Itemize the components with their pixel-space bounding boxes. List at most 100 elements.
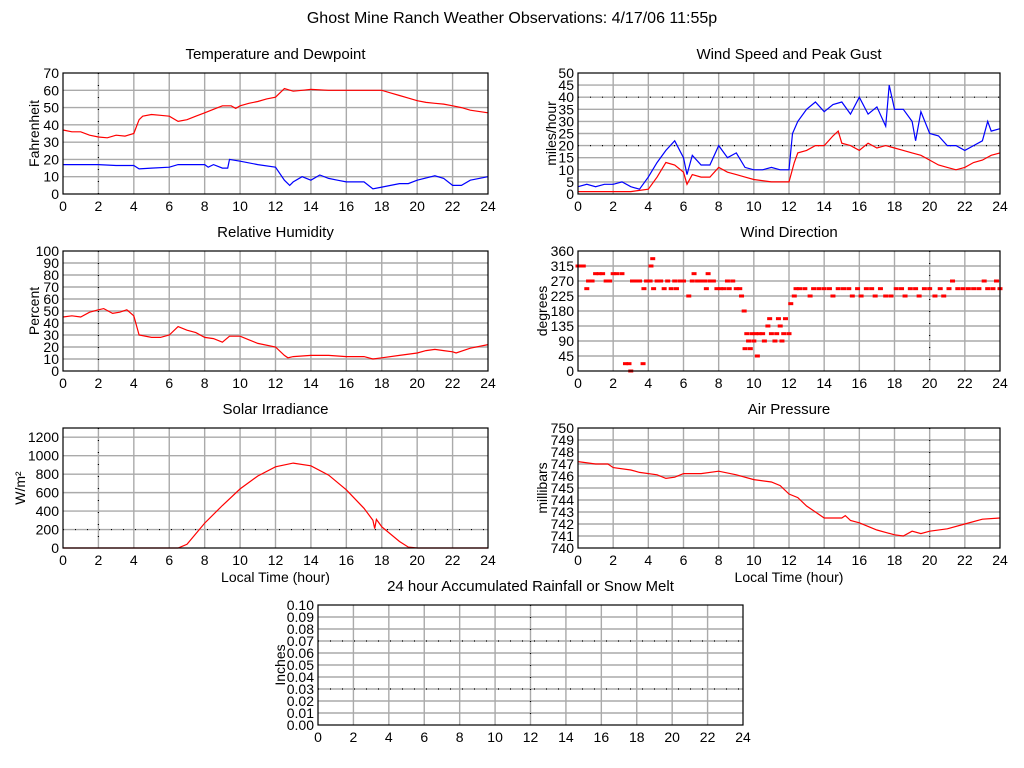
y-tick-label: 800 [36,466,60,482]
solar-chart: 0 2 4 6 8 10 12 14 16 18 20 22 240200400600800100012… [12,401,496,585]
x-tick-label: 14 [816,552,832,568]
data-point [640,362,646,366]
data-point [686,294,692,298]
data-point [610,272,616,276]
y-tick-label: 0.07 [287,633,314,649]
data-point [907,287,913,291]
chart-title: 24 hour Accumulated Rainfall or Snow Mel… [387,578,675,595]
x-tick-label: 24 [480,198,496,214]
chart-title: Wind Direction [740,224,838,241]
x-tick-label: 8 [715,552,723,568]
data-point [661,287,667,291]
x-tick-label: 14 [303,552,319,568]
data-point [826,287,832,291]
x-tick-label: 8 [715,375,723,391]
x-tick-label: 12 [268,375,284,391]
data-point [893,287,899,291]
data-point [644,279,650,283]
data-point [821,287,827,291]
x-tick-label: 12 [781,198,797,214]
data-point [622,362,628,366]
data-point [724,279,730,283]
data-point [786,332,792,336]
y-tick-label: 30 [43,134,59,150]
x-tick-label: 6 [680,375,688,391]
x-tick-label: 2 [350,729,358,745]
x-tick-label: 6 [680,198,688,214]
data-point [586,279,592,283]
y-tick-label: 0.05 [287,657,314,673]
y-tick-label: 744 [551,492,575,508]
data-point [990,287,996,291]
data-point [765,324,771,328]
series-line-temperature [62,87,489,139]
x-tick-label: 22 [445,198,461,214]
y-tick-label: 270 [551,273,575,289]
plot-frame [317,604,744,726]
data-point [835,287,841,291]
data-point [971,287,977,291]
y-tick-label: 5 [566,174,574,190]
data-point [941,294,947,298]
y-tick-label: 745 [551,480,575,496]
y-tick-label: 741 [551,528,575,544]
y-tick-label: 35 [558,101,574,117]
x-tick-label: 16 [339,198,355,214]
y-tick-label: 50 [558,65,574,81]
data-point [921,287,927,291]
data-point [760,332,766,336]
y-tick-label: 100 [36,243,60,259]
x-tick-label: 16 [852,198,868,214]
x-tick-label: 6 [680,552,688,568]
data-point [858,294,864,298]
data-point [614,272,620,276]
data-point [689,279,695,283]
wind-direction-chart: 0 2 4 6 8 10 12 14 16 18 20 22 240459013518022527031… [534,224,1008,391]
data-point [802,287,808,291]
data-point [703,287,709,291]
y-tick-label: 15 [558,150,574,166]
x-tick-label: 24 [992,552,1008,568]
data-point [707,279,713,283]
x-tick-label: 20 [664,729,680,745]
y-tick-label: 0.02 [287,693,314,709]
series-line-solar-irradiance [63,462,488,549]
x-tick-label: 2 [95,552,103,568]
y-tick-label: 742 [551,516,575,532]
y-tick-label: 1000 [28,448,59,464]
series-line-wind-speed [578,130,1001,193]
y-tick-label: 0.03 [287,681,314,697]
x-tick-label: 8 [201,198,209,214]
rainfall-chart: 0 2 4 6 8 10 12 14 16 18 20 22 240.000.010.020.030.0… [272,578,751,745]
x-tick-label: 20 [409,375,425,391]
y-tick-label: 60 [43,291,59,307]
data-point [619,272,625,276]
page-title: Ghost Mine Ranch Weather Observations: 4… [307,10,717,27]
x-tick-label: 0 [574,375,582,391]
data-point [965,287,971,291]
data-point [651,287,657,291]
data-point [902,294,908,298]
y-tick-label: 50 [43,303,59,319]
y-tick-label: 315 [551,258,575,274]
data-point [626,362,632,366]
x-tick-label: 16 [339,375,355,391]
x-tick-label: 2 [609,198,617,214]
x-tick-label: 24 [992,375,1008,391]
data-point [751,339,757,343]
x-tick-label: 6 [420,729,428,745]
x-tick-label: 12 [781,375,797,391]
chart-title: Solar Irradiance [223,401,329,418]
x-tick-label: 10 [487,729,503,745]
x-tick-label: 6 [165,375,173,391]
x-tick-label: 18 [887,552,903,568]
series-line-dewpoint [63,158,489,190]
data-point [849,294,855,298]
y-tick-label: 747 [551,456,575,472]
data-point [788,302,794,306]
data-point [782,317,788,321]
data-point [946,287,952,291]
x-tick-label: 0 [574,198,582,214]
x-tick-label: 12 [268,552,284,568]
y-tick-label: 400 [36,503,60,519]
